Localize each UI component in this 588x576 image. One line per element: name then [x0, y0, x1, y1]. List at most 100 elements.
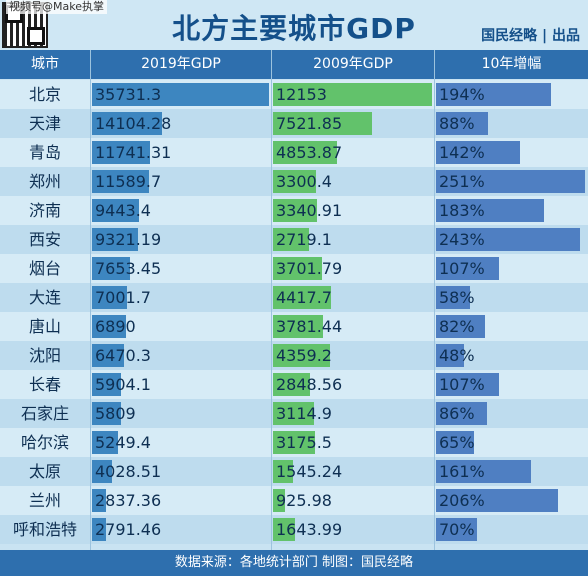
table-row: 青岛 11741.31 4853.87 142%: [0, 138, 588, 167]
table-row: 郑州 11589.7 3300.4 251%: [0, 167, 588, 196]
bar-gdp2019: [92, 489, 107, 512]
bar-gdp2019: [92, 402, 121, 425]
bar-growth: [436, 518, 478, 541]
value-gdp2019: 9321.19: [95, 230, 162, 249]
value-growth: 70%: [439, 520, 475, 539]
bar-growth: [436, 460, 532, 483]
brand-label: 国民经略 | 出品: [481, 28, 580, 44]
table-row: 大连 7001.7 4417.7 58%: [0, 283, 588, 312]
value-gdp2019: 5249.4: [95, 433, 151, 452]
value-gdp2019: 11589.7: [95, 172, 162, 191]
bar-gdp2009: [273, 460, 294, 483]
bar-gdp2009: [273, 286, 331, 309]
city-name: 沈阳: [28, 346, 61, 365]
bar-gdp2019: [92, 373, 122, 396]
value-gdp2019: 9443.4: [95, 201, 151, 220]
bar-gdp2019: [92, 518, 106, 541]
value-gdp2019: 6890: [95, 317, 136, 336]
city-name: 呼和浩特: [12, 520, 77, 539]
value-growth: 65%: [439, 433, 475, 452]
value-gdp2009: 12153: [276, 85, 327, 104]
value-growth: 82%: [439, 317, 475, 336]
city-name: 郑州: [28, 172, 61, 191]
value-gdp2009: 4359.2: [276, 346, 332, 365]
value-gdp2009: 3701.79: [276, 259, 343, 278]
bar-gdp2019: [92, 257, 130, 280]
bar-growth: [436, 315, 485, 338]
column-divider: [90, 50, 91, 550]
table-row: 呼和浩特 2791.46 1643.99 70%: [0, 515, 588, 544]
value-growth: 58%: [439, 288, 475, 307]
bar-gdp2019: [92, 315, 127, 338]
value-gdp2009: 3300.4: [276, 172, 332, 191]
bar-gdp2009: [273, 373, 311, 396]
bar-gdp2019: [92, 112, 162, 135]
value-growth: 206%: [439, 491, 485, 510]
value-gdp2019: 7001.7: [95, 288, 151, 307]
bar-gdp2019: [92, 170, 150, 193]
bar-gdp2019: [92, 228, 139, 251]
value-gdp2009: 3340.91: [276, 201, 343, 220]
value-growth: 161%: [439, 462, 485, 481]
value-gdp2009: 2719.1: [276, 230, 332, 249]
bar-growth: [436, 286, 471, 309]
value-growth: 251%: [439, 172, 485, 191]
bar-gdp2009: [273, 170, 317, 193]
column-divider: [434, 50, 435, 550]
bar-growth: [436, 489, 558, 512]
value-gdp2019: 2791.46: [95, 520, 162, 539]
table-row: 沈阳 6470.3 4359.2 48%: [0, 341, 588, 370]
column-header-growth: 10年增幅: [435, 50, 588, 79]
bar-gdp2009: [273, 431, 315, 454]
column-header-gdp2019: 2019年GDP: [91, 50, 271, 79]
value-gdp2009: 2848.56: [276, 375, 343, 394]
table-row: 西安 9321.19 2719.1 243%: [0, 225, 588, 254]
value-gdp2009: 7521.85: [276, 114, 343, 133]
bar-gdp2009: [273, 112, 372, 135]
city-name: 青岛: [28, 143, 61, 162]
column-header-city: 城市: [0, 50, 90, 79]
bar-growth: [436, 228, 580, 251]
value-growth: 243%: [439, 230, 485, 249]
value-gdp2019: 2837.36: [95, 491, 162, 510]
source-footer: 数据来源：各地统计部门 制图：国民经略: [0, 550, 588, 576]
column-header-gdp2009: 2009年GDP: [272, 50, 434, 79]
value-gdp2019: 4028.51: [95, 462, 162, 481]
table-row: 哈尔滨 5249.4 3175.5 65%: [0, 428, 588, 457]
value-gdp2009: 1643.99: [276, 520, 343, 539]
bar-gdp2019: [92, 344, 124, 367]
city-name: 哈尔滨: [20, 433, 69, 452]
bar-growth: [436, 257, 500, 280]
value-growth: 107%: [439, 375, 485, 394]
bar-growth: [436, 83, 551, 106]
city-name: 大连: [28, 288, 61, 307]
bar-growth: [436, 199, 545, 222]
bar-gdp2009: [273, 199, 317, 222]
bar-gdp2019: [92, 286, 127, 309]
bar-gdp2009: [273, 518, 295, 541]
value-gdp2019: 5904.1: [95, 375, 151, 394]
bar-growth: [436, 402, 487, 425]
value-gdp2009: 925.98: [276, 491, 332, 510]
value-gdp2009: 3175.5: [276, 433, 332, 452]
value-growth: 86%: [439, 404, 475, 423]
table-row: 济南 9443.4 3340.91 183%: [0, 196, 588, 225]
value-gdp2019: 6470.3: [95, 346, 151, 365]
bar-growth: [436, 431, 475, 454]
bar-gdp2009: [273, 83, 433, 106]
table-row: 唐山 6890 3781.44 82%: [0, 312, 588, 341]
table-row: 兰州 2837.36 925.98 206%: [0, 486, 588, 515]
watermark-text: 视频号@Make执掌: [6, 0, 107, 14]
city-name: 石家庄: [20, 404, 69, 423]
table-row: 天津 14104.28 7521.85 88%: [0, 109, 588, 138]
value-growth: 48%: [439, 346, 475, 365]
value-gdp2009: 1545.24: [276, 462, 343, 481]
value-gdp2019: 11741.31: [95, 143, 172, 162]
bar-growth: [436, 112, 489, 135]
city-name: 西安: [28, 230, 61, 249]
city-name: 天津: [28, 114, 61, 133]
city-name: 北京: [28, 85, 61, 104]
city-name: 太原: [28, 462, 61, 481]
bar-gdp2019: [92, 460, 112, 483]
bar-gdp2009: [273, 257, 322, 280]
